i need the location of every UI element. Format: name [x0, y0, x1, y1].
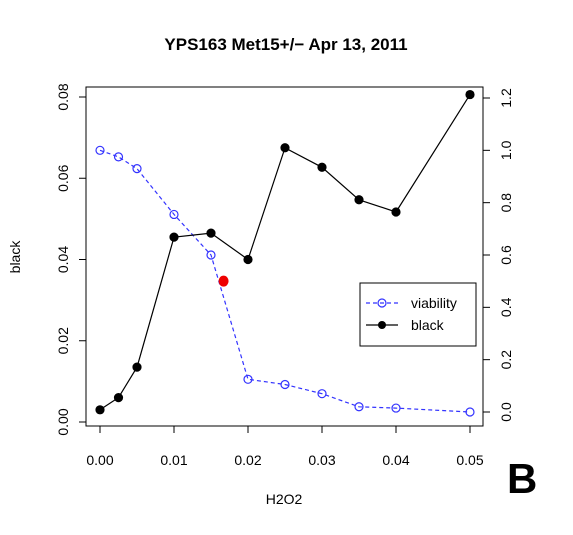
data-point-black	[95, 405, 105, 415]
chart-title: YPS163 Met15+/− Apr 13, 2011	[164, 35, 407, 54]
y-left-tick-label: 0.02	[55, 327, 71, 354]
data-point-viability	[391, 403, 401, 413]
series-line-viability	[99, 149, 471, 413]
data-point-viability	[95, 145, 105, 155]
panel-letter: B	[507, 455, 537, 502]
x-tick-label: 0.04	[382, 452, 409, 468]
data-point-viability	[317, 389, 327, 399]
annotation-layer	[218, 275, 229, 287]
x-axis: 0.00 0.01 0.02 0.03 0.04 0.05	[86, 426, 484, 468]
y-right-tick-label: 0.8	[498, 193, 514, 213]
data-point-black	[354, 195, 364, 205]
data-point-black	[243, 254, 253, 265]
y-left-tick-label: 0.08	[55, 83, 71, 110]
legend-box	[359, 282, 477, 347]
y-right-tick-label: 0.2	[498, 350, 514, 370]
legend-marker-black	[378, 321, 386, 329]
legend: viability black	[359, 282, 477, 347]
y-left-tick-label: 0.06	[55, 164, 71, 191]
y-right-axis: 0.0 0.2 0.4 0.6 0.8 1.0 1.2	[483, 88, 514, 422]
y-right-tick-label: 0.4	[498, 297, 514, 317]
y-left-axis: 0.00 0.02 0.04 0.06 0.08	[55, 83, 86, 436]
data-point-viability	[465, 407, 475, 417]
series-line-black	[99, 94, 471, 411]
x-tick-label: 0.05	[456, 452, 483, 468]
data-point-black	[169, 232, 179, 242]
data-point-black	[132, 362, 142, 372]
data-point-black	[391, 207, 401, 217]
data-point-viability	[354, 402, 364, 412]
highlight-marker	[218, 275, 229, 287]
y-axis-title: black	[7, 240, 23, 274]
data-point-black	[465, 89, 475, 100]
data-point-viability	[243, 374, 253, 384]
data-point-viability	[280, 379, 290, 390]
x-tick-label: 0.03	[308, 452, 335, 468]
plot-frame	[85, 86, 484, 427]
legend-marker-viability	[377, 298, 387, 308]
y-right-tick-label: 0.0	[498, 402, 514, 422]
y-right-tick-label: 1.2	[498, 88, 514, 108]
series-layer	[95, 89, 475, 417]
y-right-tick-label: 0.6	[498, 245, 514, 265]
y-left-tick-label: 0.00	[55, 408, 71, 435]
legend-label-black: black	[411, 317, 445, 333]
y-right-tick-label: 1.0	[498, 140, 514, 160]
data-point-viability	[206, 250, 216, 260]
x-tick-label: 0.01	[160, 452, 187, 468]
x-axis-title: H2O2	[266, 491, 303, 507]
data-point-viability	[113, 152, 124, 162]
data-point-viability	[132, 164, 142, 174]
y-left-tick-label: 0.04	[55, 246, 71, 273]
x-tick-label: 0.02	[234, 452, 261, 468]
data-point-black	[317, 162, 327, 172]
data-point-black	[113, 393, 124, 403]
x-tick-label: 0.00	[86, 452, 113, 468]
data-point-viability	[169, 209, 179, 220]
legend-label-viability: viability	[411, 295, 457, 311]
data-point-black	[206, 228, 216, 238]
data-point-black	[280, 143, 290, 153]
